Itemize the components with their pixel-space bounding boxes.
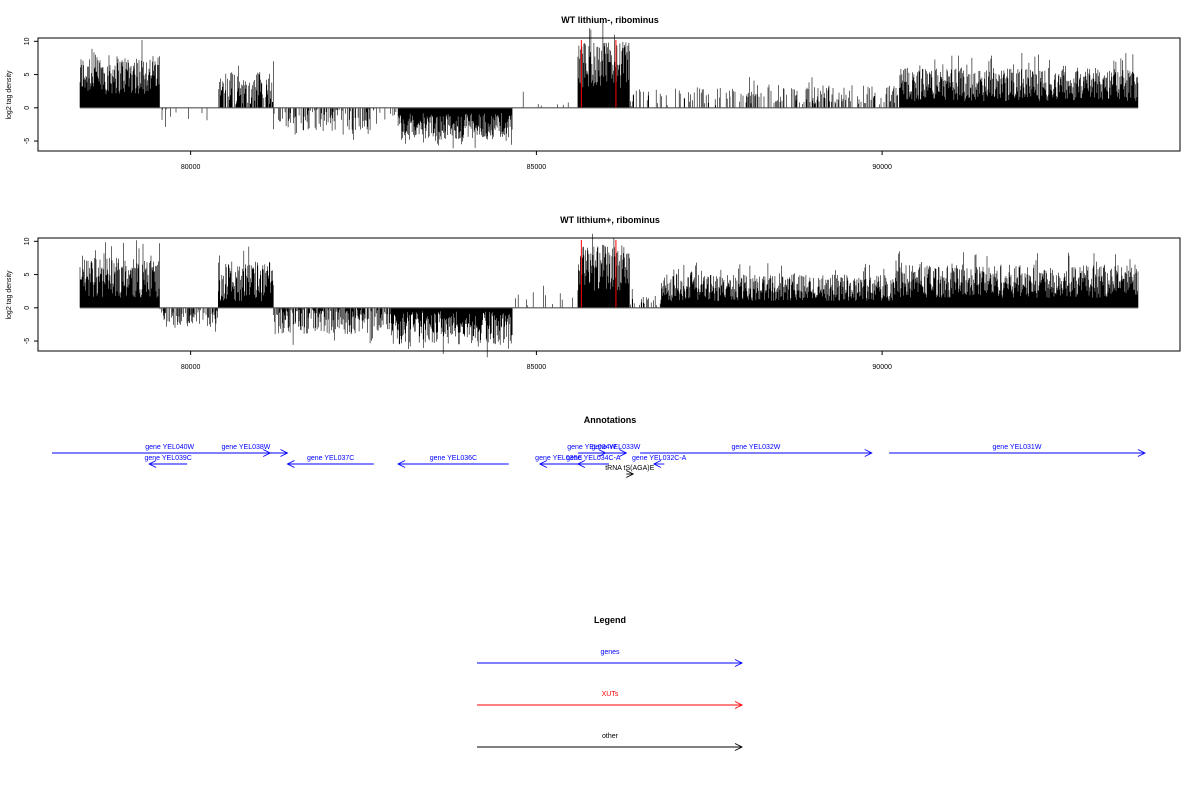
x-tick-label: 85000 <box>527 364 547 371</box>
coverage-bar-path <box>79 21 1139 149</box>
legend-item-gene: genes <box>477 649 744 667</box>
feature-arrowhead <box>619 449 628 457</box>
feature-label: gene YEL035C <box>535 455 582 462</box>
feature-arrowhead <box>262 449 272 457</box>
coverage-bars <box>79 233 1139 358</box>
annotation-feature: gene YEL036C <box>397 455 509 468</box>
plot-frame <box>37 237 1181 352</box>
feature-arrowhead <box>576 460 586 468</box>
feature-label: gene YEL040W <box>145 444 194 451</box>
feature-label: gene YEL034W <box>567 444 616 451</box>
y-tick-label: 0 <box>24 306 31 310</box>
y-tick-label: -5 <box>24 338 31 344</box>
x-tick-label: 85000 <box>527 164 547 171</box>
annotation-feature: tRNA tS(AGA)E <box>605 465 655 478</box>
annotation-feature: gene YEL031W <box>889 444 1146 457</box>
feature-arrowhead <box>598 449 607 457</box>
y-tick-label: -5 <box>24 138 31 144</box>
annotation-feature: gene YEL037C <box>286 455 374 468</box>
legend: Legend genes XUTs other <box>477 615 744 751</box>
y-tick-label: 0 <box>24 106 31 110</box>
feature-label: gene YEL032C-A <box>632 455 687 462</box>
x-tick-label: 80000 <box>181 164 201 171</box>
y-tick-label: 10 <box>24 237 31 245</box>
y-axis: -5 0 5 10 <box>24 237 38 344</box>
feature-arrowhead <box>538 460 548 468</box>
feature-label: gene YEL034C-A <box>566 455 621 462</box>
annotation-feature: gene YEL039C <box>144 455 192 468</box>
feature-label: gene YEL038W <box>221 444 270 451</box>
y-axis-label: log2 tag density <box>6 70 13 120</box>
xut-markers <box>580 239 617 308</box>
feature-arrowhead <box>1137 449 1146 457</box>
x-tick-label: 80000 <box>181 364 201 371</box>
annotation-feature: gene YEL032C-A <box>632 455 687 468</box>
feature-arrowhead <box>864 449 873 457</box>
panel-title: WT lithium-, ribominus <box>561 15 659 25</box>
feature-arrowhead <box>280 449 289 457</box>
x-tick-label: 90000 <box>872 164 892 171</box>
y-axis: -5 0 5 10 <box>24 37 38 144</box>
annotation-feature: gene YEL035C <box>535 455 583 468</box>
annotation-feature: gene YEL033W <box>591 444 641 457</box>
feature-arrowhead <box>734 701 744 709</box>
annotation-feature: gene YEL034C-A <box>566 455 621 468</box>
xut-markers <box>580 39 617 108</box>
feature-arrowhead <box>734 743 744 751</box>
legend-item-xut: XUTs <box>477 691 744 709</box>
coverage-bars <box>79 21 1139 149</box>
feature-label: gene YEL036C <box>430 455 477 462</box>
feature-arrowhead <box>286 460 295 468</box>
x-axis: 80000 85000 90000 <box>181 351 892 371</box>
annotations-title: Annotations <box>584 415 637 425</box>
x-tick-label: 90000 <box>872 364 892 371</box>
feature-label: gene YEL033W <box>591 444 640 451</box>
feature-label: gene YEL031W <box>993 444 1042 451</box>
annotation-feature: gene YEL034W <box>567 444 617 457</box>
coverage-panel-lithium-minus: WT lithium-, ribominus log2 tag density … <box>6 15 1181 171</box>
y-axis-label: log2 tag density <box>6 270 13 320</box>
feature-label: tRNA tS(AGA)E <box>605 465 654 472</box>
annotation-feature: gene YEL038W <box>221 444 272 457</box>
feature-arrowhead <box>626 470 635 478</box>
annotations-track: Annotations gene YEL040W gene YEL039C gene… <box>52 415 1146 478</box>
coverage-panel-lithium-plus: WT lithium+, ribominus log2 tag density … <box>6 215 1181 371</box>
x-axis: 80000 85000 90000 <box>181 151 892 171</box>
feature-label: gene YEL039C <box>144 455 191 462</box>
annotation-feature: gene YEL032W <box>640 444 873 457</box>
legend-label: XUTs <box>602 691 619 698</box>
feature-arrowhead <box>652 460 662 468</box>
feature-arrowhead <box>397 460 406 468</box>
y-tick-label: 5 <box>24 273 31 277</box>
feature-label: gene YEL032W <box>731 444 780 451</box>
y-tick-label: 5 <box>24 73 31 77</box>
y-tick-label: 10 <box>24 37 31 45</box>
legend-title: Legend <box>594 615 626 625</box>
feature-label: gene YEL037C <box>307 455 354 462</box>
panel-title: WT lithium+, ribominus <box>560 215 660 225</box>
feature-arrowhead <box>734 659 744 667</box>
plot-frame <box>37 37 1181 152</box>
legend-item-other: other <box>477 733 744 751</box>
legend-label: genes <box>600 649 620 656</box>
legend-label: other <box>602 733 619 740</box>
feature-arrowhead <box>148 460 157 468</box>
coverage-bar-path <box>79 233 1139 358</box>
